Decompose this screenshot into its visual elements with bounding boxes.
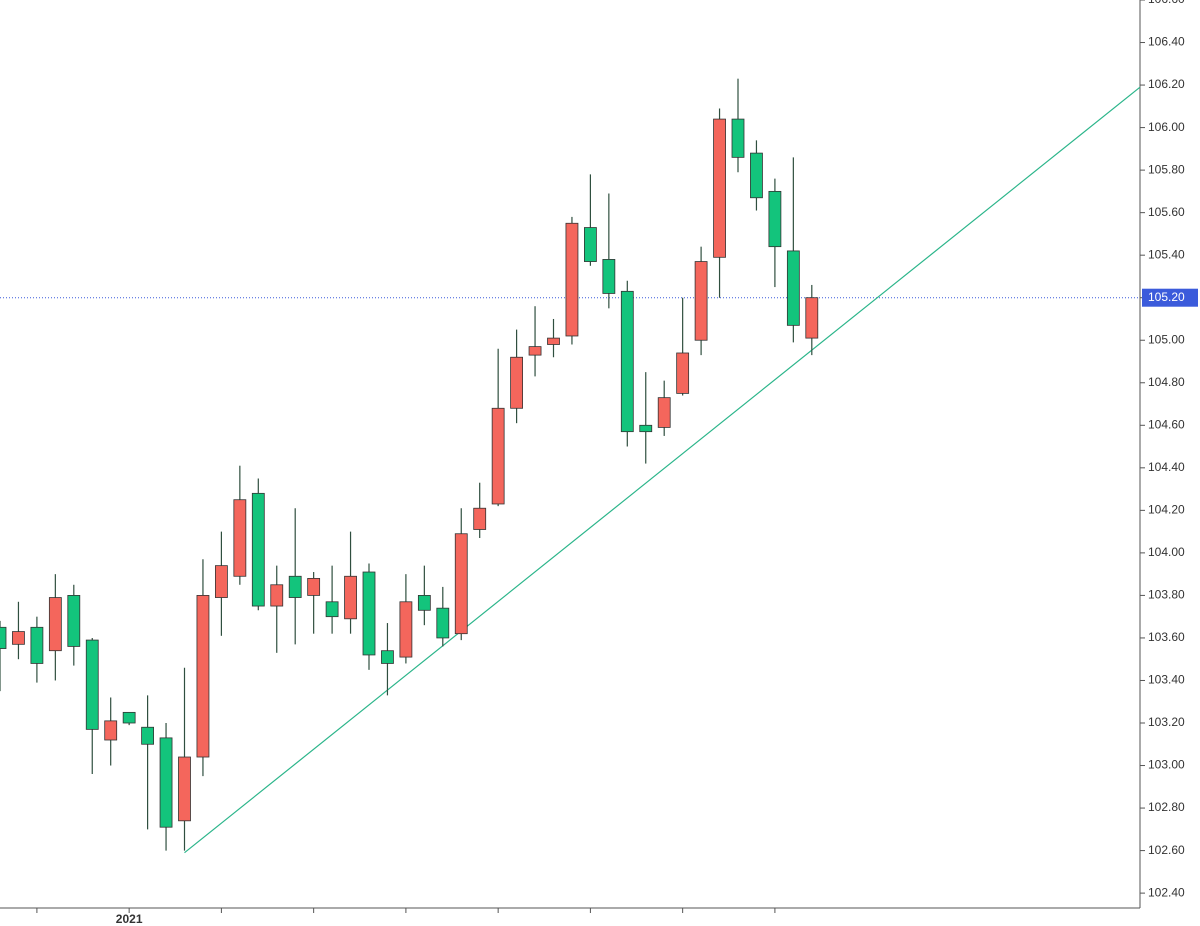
y-tick-label: 102.40 [1148, 885, 1185, 899]
candle-body [85, 639, 99, 730]
y-tick-label: 105.40 [1148, 247, 1185, 261]
y-tick-label: 104.60 [1148, 417, 1185, 431]
y-tick-label: 105.00 [1148, 332, 1185, 346]
y-tick-label: 103.80 [1148, 588, 1185, 602]
candle-body [565, 222, 579, 337]
candle-body [67, 595, 81, 647]
candle-body [713, 118, 726, 258]
candle-body [620, 290, 634, 433]
y-tick-label: 106.40 [1148, 35, 1185, 49]
candle-body [528, 346, 542, 356]
candle-body [602, 259, 616, 294]
y-tick-label: 102.60 [1148, 843, 1185, 857]
y-tick-label: 103.00 [1148, 758, 1185, 772]
last-price-box [1142, 288, 1198, 307]
candle-body [805, 297, 819, 339]
candle-body [417, 595, 431, 611]
candle-body [159, 737, 173, 828]
y-tick-label: 103.20 [1148, 715, 1185, 729]
candle-body [768, 190, 782, 248]
y-tick-label: 105.80 [1148, 162, 1185, 176]
candle-body [399, 601, 413, 658]
candle-body [491, 407, 505, 505]
candle-body [251, 492, 265, 607]
candle-body [288, 575, 302, 598]
candle-body [48, 597, 62, 652]
candle-body [12, 631, 25, 645]
y-tick-label: 105.60 [1148, 205, 1185, 219]
candle-body [344, 575, 357, 620]
candle-body [694, 261, 708, 341]
candle-body [639, 424, 653, 433]
candle-body [233, 499, 247, 577]
candle-body [510, 356, 524, 409]
y-tick-label: 106.20 [1148, 77, 1185, 91]
y-tick-label: 103.60 [1148, 630, 1185, 644]
candle-body [178, 756, 191, 822]
y-tick-label: 103.40 [1148, 673, 1185, 687]
candle-body [750, 152, 763, 199]
candle-body [104, 720, 118, 741]
candle-body [786, 250, 800, 326]
candle-body [547, 337, 560, 345]
trendline [184, 86, 1141, 854]
y-tick-label: 106.00 [1148, 120, 1185, 134]
x-tick-label: 2021 [116, 912, 143, 926]
candle-body [473, 507, 487, 530]
candle-body [657, 397, 671, 428]
candle-body [141, 726, 155, 745]
candle-body [362, 571, 376, 656]
candle-body [436, 607, 450, 639]
candle-body [270, 584, 284, 607]
y-tick-label: 104.80 [1148, 375, 1185, 389]
candle-body [122, 711, 136, 724]
candle-body [381, 650, 394, 664]
y-tick-label: 104.40 [1148, 460, 1185, 474]
candle-body [454, 533, 468, 635]
candle-body [196, 595, 210, 758]
candle-body [676, 352, 690, 394]
y-tick-label: 102.80 [1148, 800, 1185, 814]
candle-body [214, 565, 228, 598]
candle-body [0, 626, 7, 649]
y-tick-label: 104.20 [1148, 503, 1185, 517]
candle-body [307, 577, 321, 596]
candle-body [584, 227, 597, 262]
candle-body [325, 601, 339, 618]
y-tick-label: 106.60 [1148, 0, 1185, 6]
y-tick-label: 104.00 [1148, 545, 1185, 559]
candle-body [731, 118, 745, 158]
candle-body [30, 626, 44, 664]
last-price-label: 105.20 [1148, 290, 1185, 304]
